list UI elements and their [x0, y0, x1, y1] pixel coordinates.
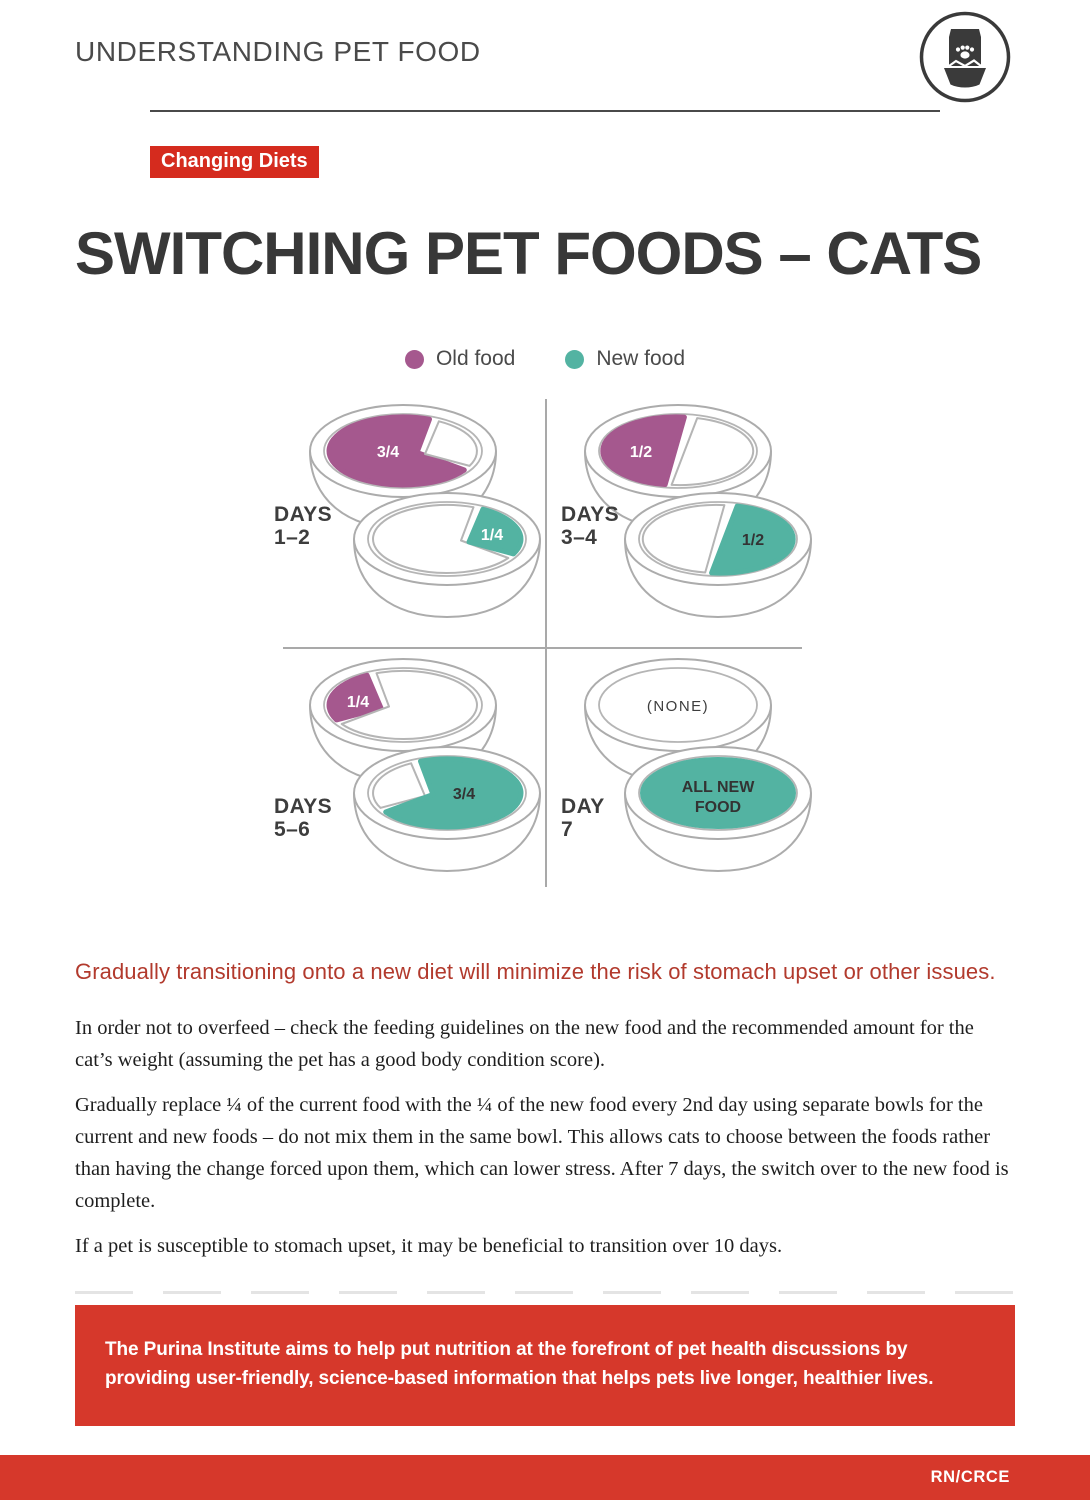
dashed-divider [75, 1290, 1015, 1294]
svg-text:1/2: 1/2 [742, 532, 764, 549]
quadrant-day-7: DAY 7 (NONE) ALL NEW FOOD [545, 647, 812, 897]
header-title: UNDERSTANDING PET FOOD [75, 36, 481, 67]
bowl-illustration-days-1-2: 3/4 1/4 [309, 404, 541, 618]
bowl-illustration-day-7: (NONE) ALL NEW FOOD [584, 658, 812, 872]
svg-text:3/4: 3/4 [377, 444, 399, 461]
body-paragraph-3: If a pet is susceptible to stomach upset… [75, 1234, 783, 1257]
footer-bar: RN/CRCE [0, 1455, 1090, 1500]
quadrant-days-3-4: DAYS 3–4 1/2 1/2 [545, 397, 812, 647]
bowl-illustration-days-3-4: 1/2 1/2 [584, 404, 812, 618]
legend-item-old-food: Old food [404, 347, 516, 371]
svg-text:1/4: 1/4 [347, 694, 369, 711]
transition-diagram: DAYS 1–2 3/4 1/4 D [274, 397, 812, 897]
pet-food-bag-icon [919, 11, 1011, 103]
body-paragraph-1: In order not to overfeed – check the fee… [75, 1017, 974, 1071]
footer-code: RN/CRCE [930, 1468, 1010, 1486]
new-food-bowl-full: ALL NEW FOOD [624, 746, 812, 872]
quadrant-days-1-2: DAYS 1–2 3/4 1/4 [274, 397, 545, 647]
old-food-bowl: 1/2 [584, 404, 772, 530]
body-paragraph-2: Gradually replace ¼ of the current food … [75, 1093, 1009, 1212]
quadrant-label: DAYS 1–2 [274, 503, 333, 550]
old-food-bowl-empty: (NONE) [584, 658, 772, 784]
old-food-bowl: 3/4 [309, 404, 497, 530]
svg-text:1/2: 1/2 [630, 444, 652, 461]
quadrant-label: DAYS 5–6 [274, 795, 333, 842]
key-statement: Gradually transitioning onto a new diet … [75, 959, 996, 984]
quadrant-label: DAY 7 [561, 795, 605, 842]
legend-item-new-food: New food [565, 347, 685, 371]
legend-new-label: New food [596, 347, 686, 370]
legend: Old food New food [0, 347, 1090, 371]
svg-text:(NONE): (NONE) [647, 698, 709, 715]
new-food-dot-icon [565, 349, 585, 369]
svg-text:3/4: 3/4 [453, 786, 475, 803]
svg-text:1/4: 1/4 [481, 527, 503, 544]
quadrant-days-5-6: DAYS 5–6 1/4 3/4 [274, 647, 545, 897]
legend-old-label: Old food [435, 347, 516, 370]
svg-text:FOOD: FOOD [695, 799, 741, 816]
new-food-bowl: 1/2 [624, 492, 812, 618]
page-title: SWITCHING PET FOODS – CATS [75, 220, 982, 287]
mission-banner: The Purina Institute aims to help put nu… [75, 1304, 1015, 1426]
page-header: UNDERSTANDING PET FOOD Changing Diets [0, 0, 1090, 178]
svg-text:ALL NEW: ALL NEW [682, 779, 755, 796]
old-food-bowl: 1/4 [309, 658, 497, 784]
old-food-dot-icon [404, 349, 424, 369]
bowl-illustration-days-5-6: 1/4 3/4 [309, 658, 541, 872]
category-badge: Changing Diets [150, 146, 319, 178]
header-divider [150, 110, 940, 112]
mission-banner-text: The Purina Institute aims to help put nu… [105, 1338, 934, 1390]
quadrant-label: DAYS 3–4 [561, 503, 620, 550]
new-food-bowl: 1/4 [353, 492, 541, 618]
new-food-bowl: 3/4 [353, 746, 541, 872]
